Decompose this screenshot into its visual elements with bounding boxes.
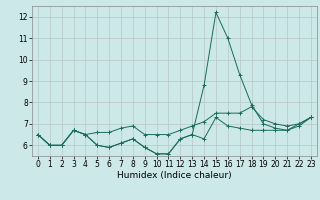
- X-axis label: Humidex (Indice chaleur): Humidex (Indice chaleur): [117, 171, 232, 180]
